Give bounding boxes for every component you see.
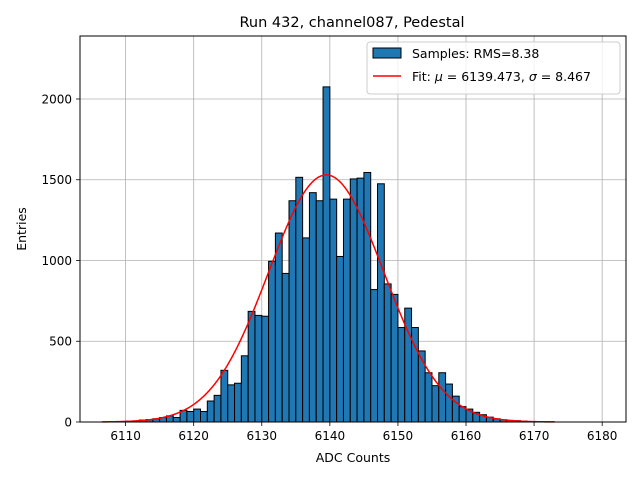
histogram-bar: [384, 284, 391, 422]
x-tick-label: 6160: [451, 429, 482, 443]
x-tick-label: 6120: [178, 429, 209, 443]
histogram-bar: [446, 384, 453, 422]
x-tick-label: 6150: [383, 429, 414, 443]
histogram-bar: [425, 373, 432, 422]
x-tick-label: 6110: [110, 429, 141, 443]
histogram-bar: [241, 356, 248, 422]
histogram-bar: [235, 383, 242, 422]
chart-title: Run 432, channel087, Pedestal: [239, 15, 464, 31]
histogram-bar: [262, 316, 269, 422]
histogram-bar: [269, 261, 276, 422]
histogram-bar: [296, 177, 303, 422]
x-tick-label: 6170: [519, 429, 550, 443]
histogram-bar: [187, 412, 194, 422]
histogram-bar: [371, 290, 378, 422]
histogram-bar: [194, 409, 201, 422]
legend-fit-part: Fit:: [412, 69, 435, 84]
legend-histogram-label: Samples: RMS=8.38: [412, 46, 539, 61]
legend: Samples: RMS=8.38 Fit: μ = 6139.473, σ =…: [367, 42, 620, 94]
histogram-bar: [173, 417, 180, 422]
y-tick-label: 2000: [41, 92, 72, 106]
histogram-bar: [289, 201, 296, 422]
legend-fit-part: = 8.467: [537, 69, 591, 84]
histogram-bar: [248, 311, 255, 422]
histogram-bar: [201, 412, 208, 422]
histogram-bar: [418, 351, 425, 422]
y-tick-label: 0: [64, 416, 72, 430]
histogram-bar: [221, 370, 228, 422]
legend-fit-mu-symbol: μ: [434, 69, 443, 84]
legend-fit-label: Fit: μ = 6139.473, σ = 8.467: [412, 69, 591, 84]
histogram-bar: [337, 256, 344, 422]
histogram-bar: [282, 273, 289, 422]
histogram-bar: [275, 233, 282, 422]
histogram-bar: [391, 294, 398, 422]
x-axis-label: ADC Counts: [316, 450, 391, 465]
histogram-bar: [207, 401, 214, 422]
histogram-bar: [350, 179, 357, 422]
legend-fit-part: = 6139.473,: [443, 69, 529, 84]
histogram-bar: [309, 193, 316, 422]
histogram-bar: [432, 386, 439, 422]
y-tick-label: 1000: [41, 254, 72, 268]
histogram-bar: [228, 385, 235, 422]
y-axis-label: Entries: [14, 207, 29, 251]
x-tick-label: 6180: [587, 429, 618, 443]
x-tick-label: 6140: [315, 429, 346, 443]
histogram-bar: [323, 87, 330, 422]
histogram-bar: [316, 201, 323, 422]
histogram-bar: [303, 238, 310, 422]
histogram-bar: [330, 199, 337, 422]
y-tick-label: 1500: [41, 173, 72, 187]
histogram-bar: [214, 395, 221, 422]
histogram-bar: [364, 172, 371, 422]
histogram-bar: [398, 328, 405, 422]
histogram-bar: [343, 199, 350, 422]
y-tick-label: 500: [49, 335, 72, 349]
histogram-bar: [255, 315, 262, 422]
histogram-bar: [439, 373, 446, 422]
x-tick-label: 6130: [246, 429, 277, 443]
histogram-bar: [378, 184, 385, 422]
legend-histogram-swatch: [373, 48, 401, 58]
